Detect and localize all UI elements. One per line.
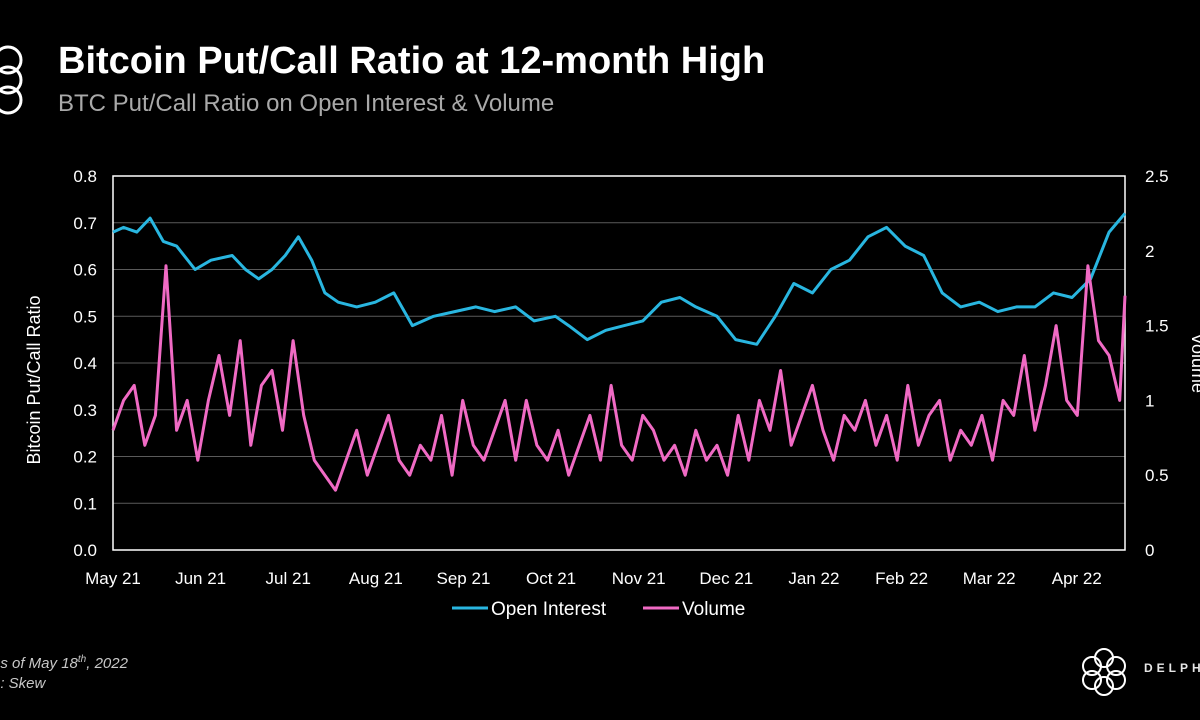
y2-tick-label: 1 <box>1145 391 1154 410</box>
y-tick-label: 0.2 <box>73 448 97 467</box>
legend: Open Interest Volume <box>452 599 745 620</box>
volume-line <box>111 264 1127 492</box>
footnote-date: as of May 18th, 2022 <box>0 654 128 672</box>
plot-border <box>112 175 1126 551</box>
footnote-source: e: Skew <box>0 675 46 692</box>
x-tick-label: Jun 21 <box>175 569 226 588</box>
x-tick-label: Jan 22 <box>788 569 839 588</box>
y-tick-label: 0.4 <box>73 354 97 373</box>
y-tick-label: 0.6 <box>73 261 97 280</box>
delphi-brand-icon <box>1082 648 1126 696</box>
x-tick-label: Sep 21 <box>437 569 491 588</box>
x-tick-label: May 21 <box>85 569 141 588</box>
y2-tick-label: 0.5 <box>1145 466 1169 485</box>
x-tick-label: Nov 21 <box>612 569 666 588</box>
y-tick-label: 0.0 <box>73 541 97 560</box>
x-tick-label: Jul 21 <box>266 569 311 588</box>
y-tick-label: 0.3 <box>73 401 97 420</box>
x-tick-label: Dec 21 <box>699 569 753 588</box>
footnote: as of May 18th, 2022 e: Skew <box>0 650 128 694</box>
right-axis-ticks: 0 0.5 1 1.5 2 2.5 <box>1145 167 1169 560</box>
legend-label-open-interest: Open Interest <box>491 599 607 620</box>
put-call-chart: 0.0 0.1 0.2 0.3 0.4 0.5 0.6 0.7 0.8 0 0.5 1 1.5 2 2.5… <box>24 167 1200 620</box>
y-tick-label: 0.7 <box>73 214 97 233</box>
y2-tick-label: 2 <box>1145 242 1154 261</box>
page-title: Bitcoin Put/Call Ratio at 12-month High <box>58 40 766 82</box>
page-subtitle: BTC Put/Call Ratio on Open Interest & Vo… <box>58 90 555 117</box>
open-interest-line <box>112 212 1127 346</box>
y-tick-label: 0.1 <box>73 494 97 513</box>
y-axis-label: Bitcoin Put/Call Ratio <box>24 295 44 464</box>
brand-name: DELPHI <box>1144 661 1200 675</box>
x-axis-ticks: May 21 Jun 21 Jul 21 Aug 21 Sep 21 Oct 21 Nov … <box>85 569 1102 588</box>
legend-label-volume: Volume <box>682 599 745 620</box>
y2-axis-label: Volume <box>1188 333 1200 393</box>
y2-tick-label: 0 <box>1145 541 1154 560</box>
delphi-logo-icon <box>0 45 23 115</box>
x-tick-label: Apr 22 <box>1052 569 1102 588</box>
x-tick-label: Mar 22 <box>963 569 1016 588</box>
y2-tick-label: 2.5 <box>1145 167 1169 186</box>
x-tick-label: Aug 21 <box>349 569 403 588</box>
y2-tick-label: 1.5 <box>1145 317 1169 336</box>
y-tick-label: 0.5 <box>73 307 97 326</box>
gridlines <box>113 222 1125 504</box>
left-axis-ticks: 0.0 0.1 0.2 0.3 0.4 0.5 0.6 0.7 0.8 <box>73 167 97 560</box>
series-lines <box>111 212 1127 492</box>
x-tick-label: Feb 22 <box>875 569 928 588</box>
y-tick-label: 0.8 <box>73 167 97 186</box>
x-tick-label: Oct 21 <box>526 569 576 588</box>
